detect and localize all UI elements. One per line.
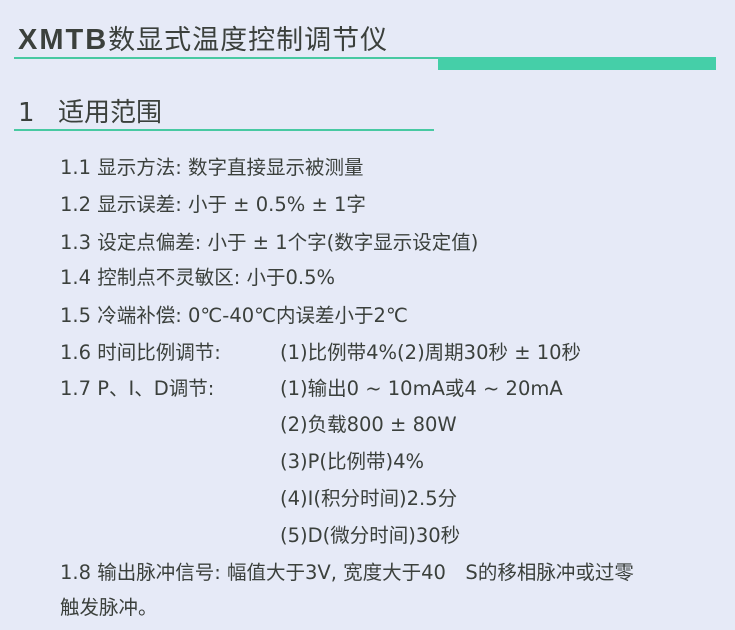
item-text: 1.4 控制点不灵敏区: 小于0.5% bbox=[60, 266, 336, 289]
list-item: 1.1 显示方法: 数字直接显示被测量 bbox=[60, 151, 363, 180]
item-label: 1.7 P、I、D调节: bbox=[60, 377, 215, 400]
section-heading: 1 适用范围 bbox=[18, 92, 162, 129]
list-item: 1.4 控制点不灵敏区: 小于0.5% bbox=[60, 261, 335, 290]
item-value: (2)负载800 ± 80W bbox=[280, 413, 457, 436]
list-item: 1.7 P、I、D调节: (1)输出0 ~ 10mA或4 ~ 20mA bbox=[60, 372, 563, 401]
list-item: 1.3 设定点偏差: 小于 ± 1个字(数字显示设定值) bbox=[60, 226, 478, 255]
title-accent-bar bbox=[438, 57, 716, 70]
item-text: 触发脉冲。 bbox=[60, 596, 158, 619]
item-label: 1.6 时间比例调节: bbox=[60, 341, 221, 364]
section-title: 适用范围 bbox=[58, 98, 163, 128]
document-title: XMTB数显式温度控制调节仪 bbox=[18, 18, 388, 57]
item-text: 1.5 冷端补偿: 0℃-40℃内误差小于2℃ bbox=[60, 304, 408, 327]
list-item: 1.2 显示误差: 小于 ± 0.5% ± 1字 bbox=[60, 188, 366, 217]
item-text: 1.8 输出脉冲信号: 幅值大于3V, 宽度大于40 S的移相脉冲或过零 bbox=[60, 561, 634, 584]
item-text: 1.3 设定点偏差: 小于 ± 1个字(数字显示设定值) bbox=[60, 231, 479, 254]
item-text: 1.2 显示误差: 小于 ± 0.5% ± 1字 bbox=[60, 193, 366, 216]
title-prefix: XMTB bbox=[18, 24, 109, 56]
title-text: 数显式温度控制调节仪 bbox=[108, 25, 389, 56]
item-value: (1)比例带4%(2)周期30秒 ± 10秒 bbox=[280, 341, 582, 364]
list-item: 触发脉冲。 bbox=[60, 591, 158, 620]
section-number: 1 bbox=[18, 98, 35, 128]
list-item: 1.5 冷端补偿: 0℃-40℃内误差小于2℃ bbox=[60, 299, 408, 328]
list-item: 1.8 输出脉冲信号: 幅值大于3V, 宽度大于40 S的移相脉冲或过零 bbox=[60, 556, 634, 585]
item-text: 1.1 显示方法: 数字直接显示被测量 bbox=[60, 156, 364, 179]
title-rule bbox=[14, 57, 439, 59]
section-rule bbox=[14, 129, 434, 131]
item-value: (4)I(积分时间)2.5分 bbox=[280, 487, 458, 510]
item-value: (1)输出0 ~ 10mA或4 ~ 20mA bbox=[280, 377, 563, 400]
item-value: (3)P(比例带)4% bbox=[280, 450, 425, 473]
list-item: 1.6 时间比例调节: (1)比例带4%(2)周期30秒 ± 10秒 bbox=[60, 336, 581, 365]
item-value: (5)D(微分时间)30秒 bbox=[280, 524, 461, 547]
